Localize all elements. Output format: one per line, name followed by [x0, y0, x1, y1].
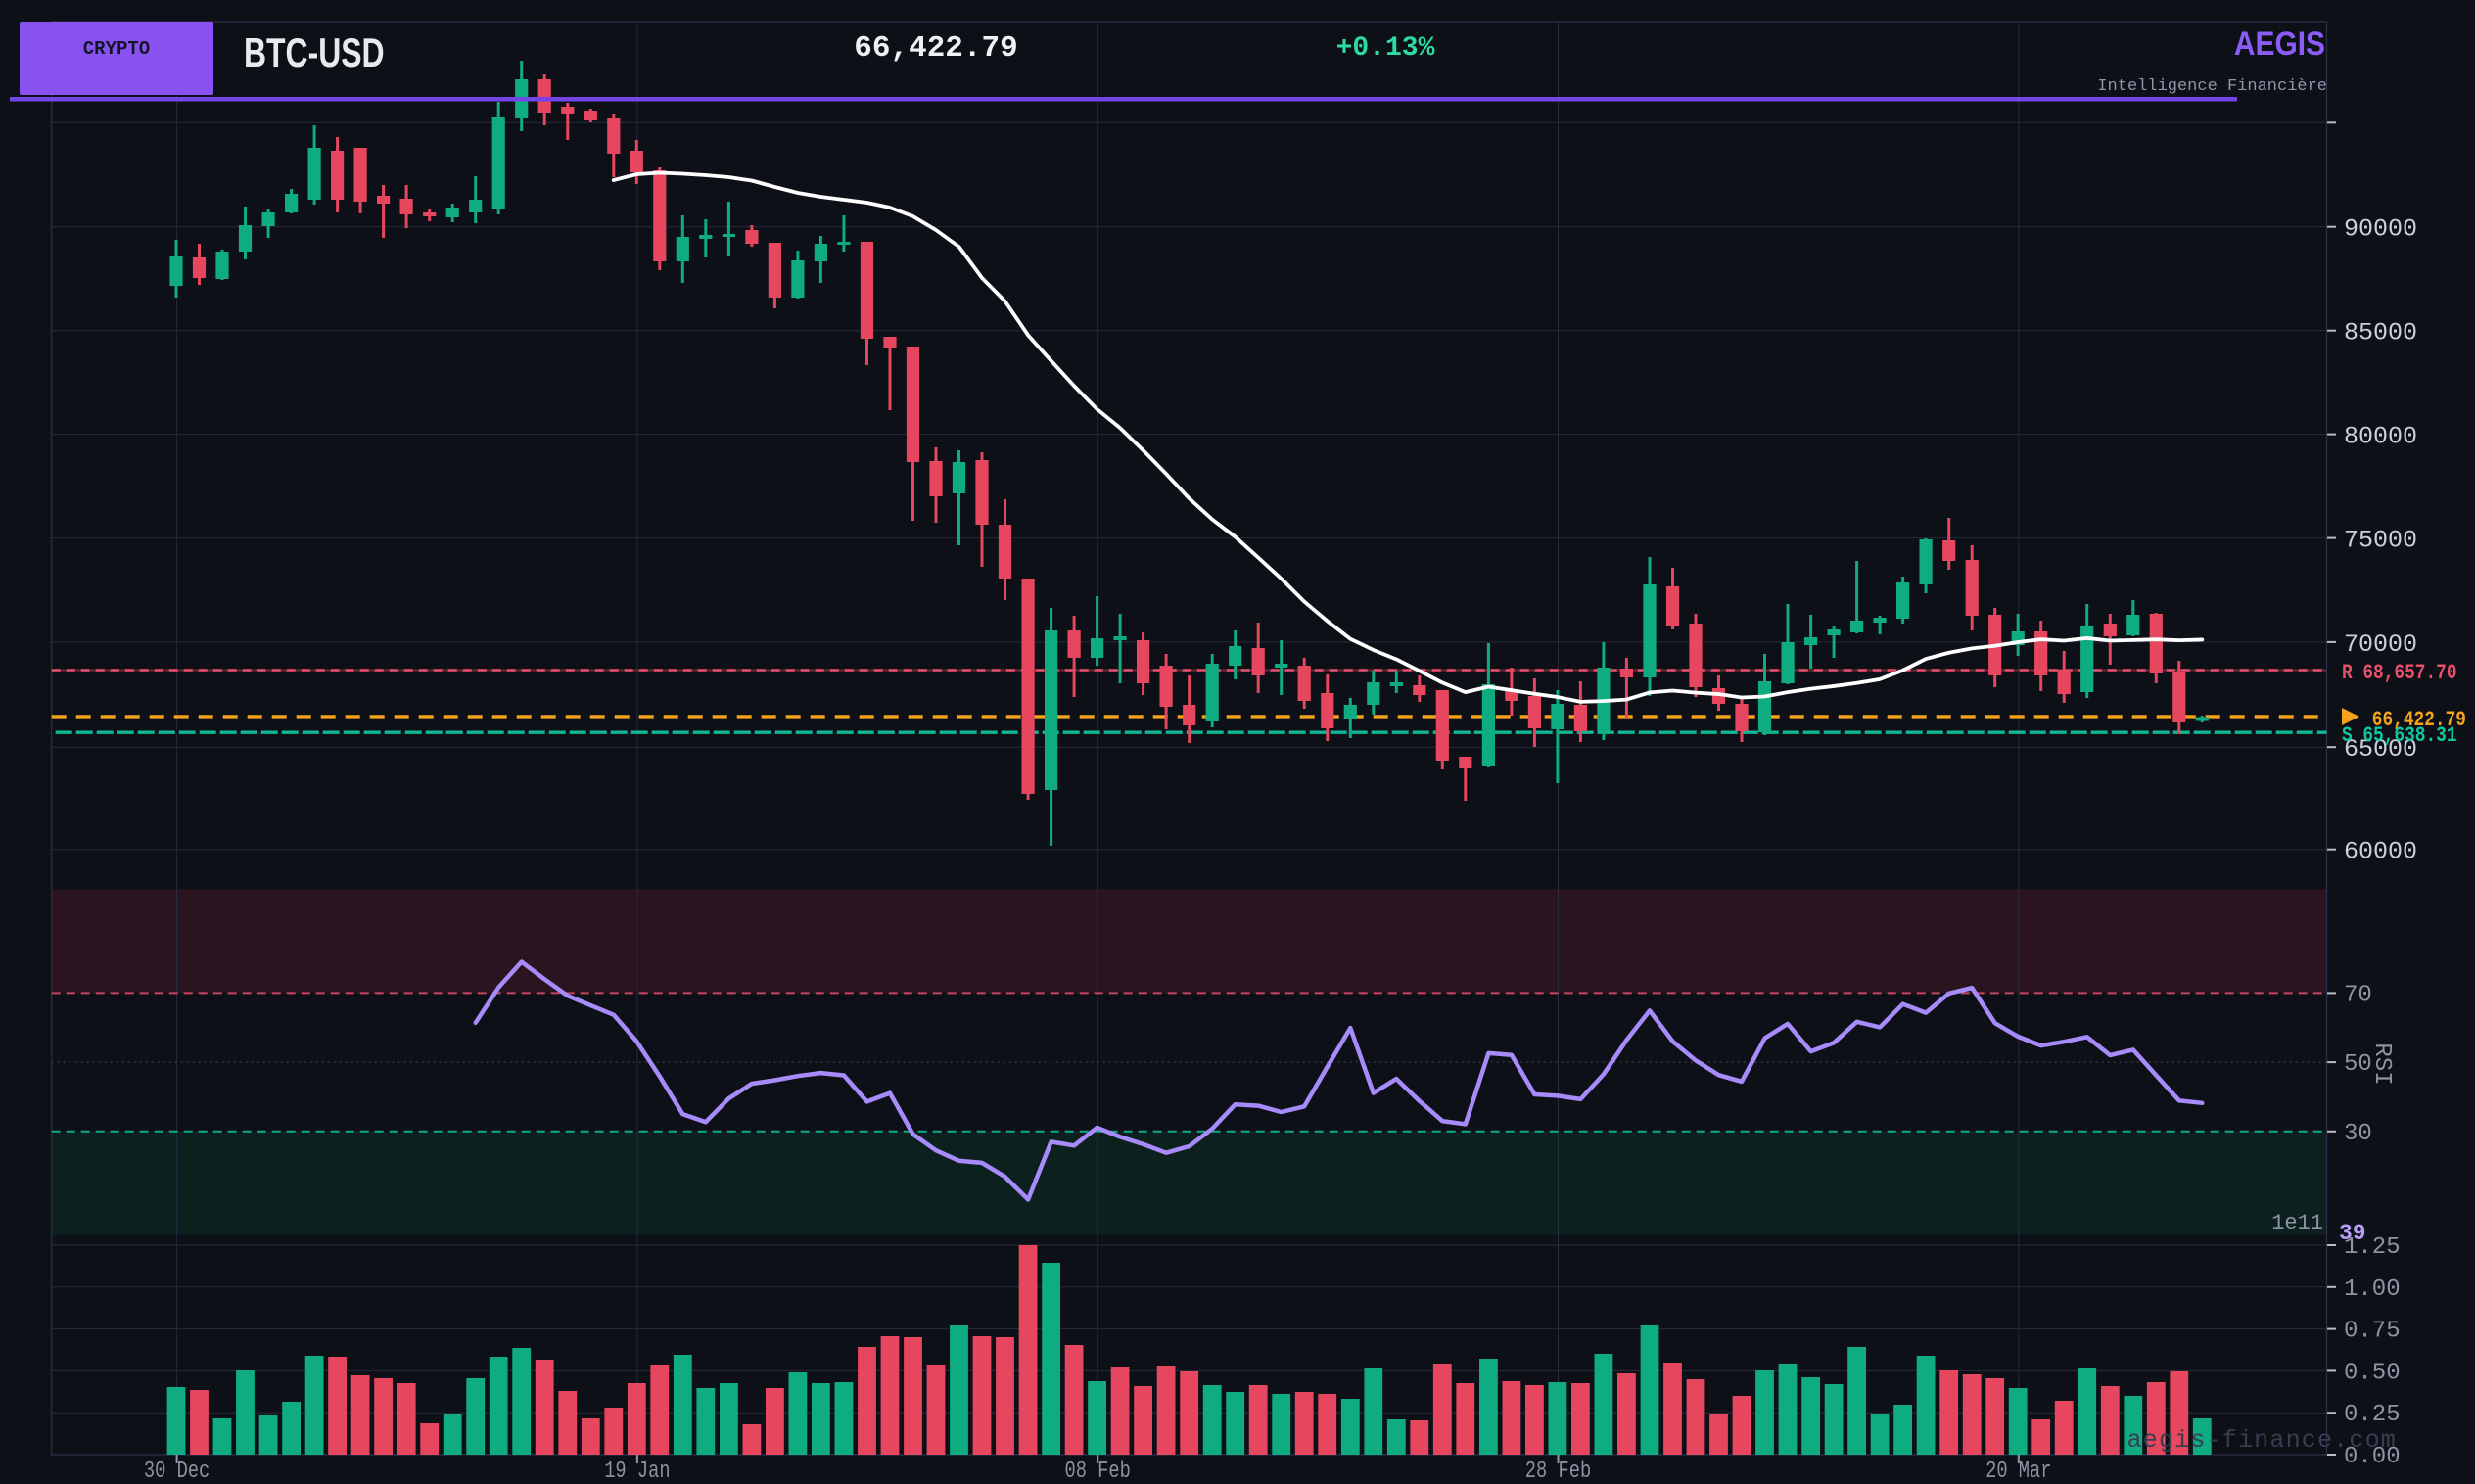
svg-text:66,422.79: 66,422.79: [2372, 708, 2466, 732]
svg-text:30 Dec: 30 Dec: [144, 1459, 210, 1484]
svg-text:AEGIS: AEGIS: [2234, 24, 2325, 62]
svg-text:50: 50: [2344, 1051, 2372, 1078]
svg-text:28 Feb: 28 Feb: [1525, 1459, 1591, 1484]
svg-text:85000: 85000: [2344, 319, 2417, 348]
svg-text:0.25: 0.25: [2344, 1402, 2401, 1428]
svg-text:BTC-USD: BTC-USD: [244, 29, 385, 75]
svg-text:aegis-finance.com: aegis-finance.com: [2127, 1426, 2397, 1455]
svg-text:65000: 65000: [2344, 735, 2417, 764]
svg-text:39: 39: [2339, 1221, 2366, 1246]
svg-text:0.50: 0.50: [2344, 1360, 2401, 1386]
svg-text:RSI: RSI: [2368, 1043, 2395, 1085]
svg-text:+0.13%: +0.13%: [1336, 33, 1435, 64]
svg-text:80000: 80000: [2344, 423, 2417, 451]
svg-text:60000: 60000: [2344, 838, 2417, 866]
svg-text:75000: 75000: [2344, 527, 2417, 555]
svg-text:0.00: 0.00: [2344, 1444, 2401, 1470]
svg-text:90000: 90000: [2344, 215, 2417, 244]
svg-text:0.75: 0.75: [2344, 1319, 2401, 1345]
svg-text:R 68,657.70: R 68,657.70: [2342, 661, 2457, 685]
svg-text:20 Mar: 20 Mar: [1985, 1459, 2051, 1484]
svg-text:30: 30: [2344, 1121, 2372, 1147]
svg-text:08 Feb: 08 Feb: [1065, 1459, 1131, 1484]
svg-text:S 65,638.31: S 65,638.31: [2342, 723, 2457, 748]
svg-text:66,422.79: 66,422.79: [854, 31, 1017, 66]
svg-text:CRYPTO: CRYPTO: [83, 38, 150, 60]
svg-text:1e11: 1e11: [2271, 1211, 2323, 1235]
svg-text:Intelligence Financière: Intelligence Financière: [2097, 77, 2327, 96]
svg-text:70000: 70000: [2344, 630, 2417, 659]
svg-text:1.25: 1.25: [2344, 1234, 2401, 1261]
svg-text:19 Jan: 19 Jan: [604, 1459, 670, 1484]
svg-text:70: 70: [2344, 982, 2372, 1008]
svg-text:1.00: 1.00: [2344, 1276, 2401, 1303]
